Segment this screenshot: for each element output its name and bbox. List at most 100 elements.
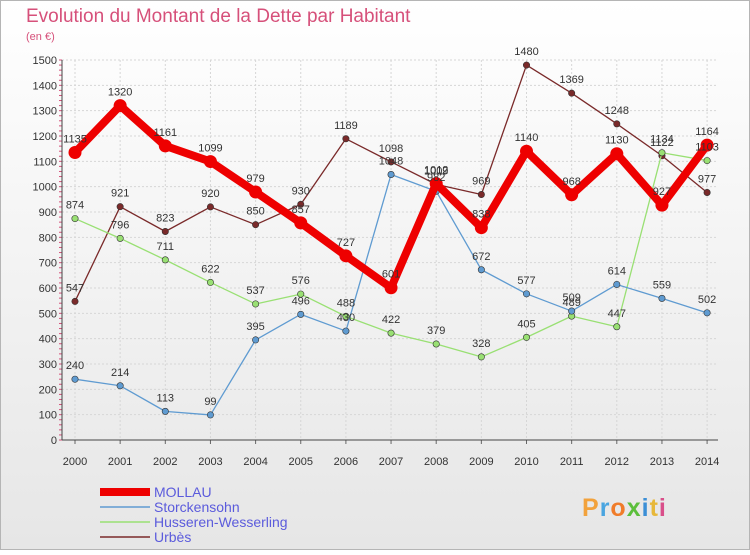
data-point-husseren-wesserling (658, 149, 666, 157)
y-tick-label: 1200 (33, 131, 57, 143)
y-tick-label: 1100 (33, 156, 57, 168)
data-label-mollau: 838 (472, 209, 490, 221)
axes: 0 100 200 300 400 500 600 700 800 900 1000 1100 1200… (33, 55, 720, 468)
data-label-husseren-wesserling: 576 (292, 275, 310, 287)
chart-subtitle: (en €) (26, 31, 55, 43)
data-label-storckensohn: 509 (562, 292, 580, 304)
data-point-husseren-wesserling (477, 353, 485, 361)
data-label-urbes: 969 (472, 176, 490, 188)
data-point-husseren-wesserling (342, 312, 350, 320)
x-tick-label: 2010 (514, 456, 538, 468)
legend-label-mollau: MOLLAU (154, 484, 212, 500)
data-label-urbes: 823 (156, 213, 174, 225)
data-label-urbes: 1098 (379, 143, 403, 155)
data-point-storckensohn (342, 327, 350, 335)
legend-label-husseren-wesserling: Husseren-Wesserling (154, 514, 288, 530)
data-label-storckensohn: 502 (698, 294, 716, 306)
data-point-husseren-wesserling (161, 256, 169, 264)
proxiti-logo-text: Proxiti (582, 494, 667, 522)
data-label-urbes: 1480 (514, 46, 538, 58)
data-point-urbes (342, 135, 350, 143)
data-label-storckensohn: 559 (653, 279, 671, 291)
data-label-storckensohn: 496 (292, 295, 310, 307)
data-point-urbes (522, 61, 530, 69)
data-label-mollau: 1320 (108, 87, 132, 99)
data-point-storckensohn (71, 375, 79, 383)
data-point-mollau (249, 185, 263, 199)
data-label-urbes: 930 (292, 185, 310, 197)
data-label-husseren-wesserling: 711 (157, 241, 175, 253)
data-point-urbes (71, 297, 79, 305)
data-point-urbes (252, 221, 260, 229)
y-tick-label: 400 (39, 334, 57, 346)
data-label-storckensohn: 240 (66, 360, 84, 372)
data-label-mollau: 1099 (198, 143, 222, 155)
data-point-storckensohn (387, 171, 395, 179)
y-tick-label: 200 (39, 384, 57, 396)
data-label-urbes: 977 (698, 173, 716, 185)
series-group (68, 61, 714, 419)
chart-title: Evolution du Montant de la Dette par Hab… (26, 6, 411, 27)
data-point-storckensohn (613, 280, 621, 288)
data-point-urbes (161, 228, 169, 236)
data-label-mollau: 1140 (515, 132, 539, 144)
x-tick-label: 2002 (153, 456, 177, 468)
data-point-storckensohn (703, 309, 711, 317)
grid (62, 59, 718, 440)
y-tick-label: 1300 (33, 106, 57, 118)
data-label-storckensohn: 577 (517, 275, 535, 287)
data-label-storckensohn: 672 (472, 251, 490, 263)
data-label-mollau: 727 (337, 237, 355, 249)
data-point-mollau (294, 216, 308, 230)
data-point-urbes (477, 191, 485, 199)
data-point-mollau (610, 147, 624, 161)
x-tick-label: 2006 (334, 456, 358, 468)
data-label-mollau: 1164 (695, 126, 719, 138)
data-point-storckensohn (477, 266, 485, 274)
data-label-mollau: 857 (292, 204, 310, 216)
data-label-mollau: 927 (653, 186, 671, 198)
data-point-storckensohn (658, 294, 666, 302)
y-tick-label: 1400 (33, 80, 57, 92)
data-point-husseren-wesserling (297, 290, 305, 298)
data-point-storckensohn (252, 336, 260, 344)
data-label-mollau: 1130 (605, 135, 629, 147)
data-label-storckensohn: 1048 (379, 156, 403, 168)
x-tick-label: 2012 (605, 456, 629, 468)
data-point-husseren-wesserling (703, 157, 711, 165)
data-label-urbes: 1248 (605, 105, 629, 117)
data-point-storckensohn (568, 307, 576, 315)
data-label-husseren-wesserling: 488 (337, 297, 355, 309)
x-tick-label: 2011 (560, 456, 584, 468)
data-label-storckensohn: 214 (111, 367, 129, 379)
y-tick-label: 700 (39, 258, 57, 270)
data-point-mollau (474, 221, 488, 235)
data-label-storckensohn: 99 (204, 396, 216, 408)
data-point-urbes (116, 203, 124, 211)
data-label-urbes: 1009 (424, 165, 448, 177)
x-tick-label: 2001 (108, 456, 132, 468)
x-tick-label: 2009 (469, 456, 493, 468)
data-label-husseren-wesserling: 328 (472, 338, 490, 350)
data-point-husseren-wesserling (71, 215, 79, 223)
data-label-husseren-wesserling: 489 (562, 297, 580, 309)
y-tick-label: 300 (39, 359, 57, 371)
data-label-urbes: 920 (201, 188, 219, 200)
data-point-husseren-wesserling (387, 329, 395, 337)
proxiti-logo: Proxiti (582, 494, 667, 522)
data-point-urbes (703, 188, 711, 196)
data-label-mollau: 1135 (63, 133, 87, 145)
data-label-urbes: 850 (246, 206, 264, 218)
data-point-storckensohn (116, 382, 124, 390)
data-point-husseren-wesserling (522, 333, 530, 341)
y-tick-label: 600 (39, 283, 57, 295)
data-point-urbes (206, 203, 214, 211)
data-label-mollau: 968 (562, 176, 580, 188)
y-tick-label: 800 (39, 232, 57, 244)
data-label-husseren-wesserling: 874 (66, 200, 84, 212)
x-tick-label: 2008 (424, 456, 448, 468)
data-label-urbes: 547 (66, 282, 84, 294)
x-tick-label: 2003 (198, 456, 222, 468)
